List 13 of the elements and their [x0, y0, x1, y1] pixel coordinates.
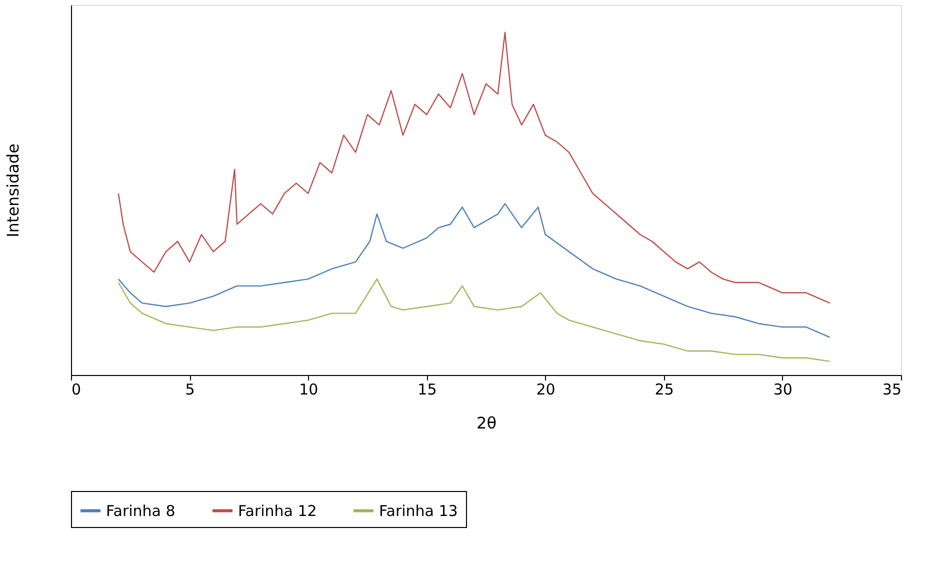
x-tick-label: 20	[536, 380, 556, 398]
legend-label: Farinha 8	[106, 502, 176, 520]
x-tick-label: 35	[882, 380, 902, 398]
x-tick-label: 30	[773, 380, 792, 398]
x-tick-label: 25	[654, 380, 674, 398]
x-tick-label: 5	[185, 380, 195, 398]
x-axis-title: 2θ	[476, 414, 496, 432]
y-axis-title: Intensidade	[4, 144, 22, 238]
legend-label: Farinha 13	[379, 502, 458, 520]
legend-label: Farinha 12	[238, 502, 317, 520]
x-tick-label: 0	[72, 380, 82, 398]
x-tick-label: 15	[418, 380, 437, 398]
x-tick-label: 10	[299, 380, 318, 398]
